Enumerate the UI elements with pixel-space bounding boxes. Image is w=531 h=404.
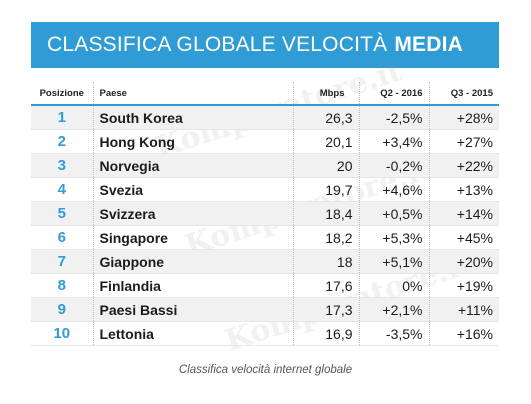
ranking-table: Posizione Paese Mbps Q2 - 2016 Q3 - 2015… <box>31 82 499 346</box>
table-row: 3 Norvegia 20 -0,2% +22% <box>31 153 499 178</box>
cell-position: 9 <box>31 297 93 322</box>
cell-mbps: 20 <box>292 153 359 178</box>
cell-country: Giappone <box>92 249 293 274</box>
header-paese: Paese <box>92 82 293 106</box>
cell-q3-2015: +14% <box>428 201 499 226</box>
table-row: 2 Hong Kong 20,1 +3,4% +27% <box>31 129 499 154</box>
cell-q3-2015: +13% <box>428 177 499 202</box>
table-header-row: Posizione Paese Mbps Q2 - 2016 Q3 - 2015 <box>31 82 499 106</box>
cell-country: Paesi Bassi <box>92 297 293 322</box>
cell-q3-2015: +27% <box>428 129 499 154</box>
cell-position: 1 <box>31 105 93 130</box>
cell-mbps: 26,3 <box>292 105 359 130</box>
cell-q2-2016: +0,5% <box>358 201 429 226</box>
cell-q2-2016: +4,6% <box>358 177 429 202</box>
cell-country: Finlandia <box>92 273 293 298</box>
cell-position: 8 <box>31 273 93 298</box>
header-mbps: Mbps <box>292 82 359 106</box>
cell-mbps: 18 <box>292 249 359 274</box>
cell-q2-2016: +2,1% <box>358 297 429 322</box>
cell-country: South Korea <box>92 105 293 130</box>
cell-position: 10 <box>31 321 93 346</box>
cell-q3-2015: +45% <box>428 225 499 250</box>
header-q3-2015: Q3 - 2015 <box>428 82 499 106</box>
cell-q2-2016: -2,5% <box>358 105 429 130</box>
header-posizione: Posizione <box>31 82 93 106</box>
chart-title-banner: CLASSIFICA GLOBALE VELOCITÀ MEDIA <box>31 22 499 68</box>
cell-position: 7 <box>31 249 93 274</box>
cell-q2-2016: +5,3% <box>358 225 429 250</box>
table-row: 8 Finlandia 17,6 0% +19% <box>31 273 499 298</box>
cell-position: 3 <box>31 153 93 178</box>
cell-mbps: 17,3 <box>292 297 359 322</box>
cell-position: 6 <box>31 225 93 250</box>
cell-position: 5 <box>31 201 93 226</box>
cell-mbps: 19,7 <box>292 177 359 202</box>
cell-q2-2016: -3,5% <box>358 321 429 346</box>
cell-q2-2016: 0% <box>358 273 429 298</box>
cell-q2-2016: +5,1% <box>358 249 429 274</box>
cell-position: 2 <box>31 129 93 154</box>
cell-q3-2015: +20% <box>428 249 499 274</box>
cell-country: Svizzera <box>92 201 293 226</box>
table-row: 10 Lettonia 16,9 -3,5% +16% <box>31 321 499 346</box>
cell-position: 4 <box>31 177 93 202</box>
title-bold: MEDIA <box>394 33 464 56</box>
cell-mbps: 20,1 <box>292 129 359 154</box>
cell-q2-2016: +3,4% <box>358 129 429 154</box>
cell-mbps: 17,6 <box>292 273 359 298</box>
cell-q2-2016: -0,2% <box>358 153 429 178</box>
cell-country: Hong Kong <box>92 129 293 154</box>
cell-q3-2015: +11% <box>428 297 499 322</box>
cell-q3-2015: +16% <box>428 321 499 346</box>
figure-caption: Classifica velocità internet globale <box>178 364 353 376</box>
cell-country: Lettonia <box>92 321 293 346</box>
cell-mbps: 16,9 <box>292 321 359 346</box>
table-row: 6 Singapore 18,2 +5,3% +45% <box>31 225 499 250</box>
title-light: CLASSIFICA GLOBALE VELOCITÀ <box>47 33 388 56</box>
cell-country: Norvegia <box>92 153 293 178</box>
cell-country: Singapore <box>92 225 293 250</box>
table-row: 7 Giappone 18 +5,1% +20% <box>31 249 499 274</box>
cell-mbps: 18,4 <box>292 201 359 226</box>
cell-country: Svezia <box>92 177 293 202</box>
table-row: 9 Paesi Bassi 17,3 +2,1% +11% <box>31 297 499 322</box>
cell-q3-2015: +19% <box>428 273 499 298</box>
table-row: 5 Svizzera 18,4 +0,5% +14% <box>31 201 499 226</box>
cell-mbps: 18,2 <box>292 225 359 250</box>
header-q2-2016: Q2 - 2016 <box>358 82 429 106</box>
table-row: 1 South Korea 26,3 -2,5% +28% <box>31 105 499 130</box>
table-row: 4 Svezia 19,7 +4,6% +13% <box>31 177 499 202</box>
cell-q3-2015: +22% <box>428 153 499 178</box>
cell-q3-2015: +28% <box>428 105 499 130</box>
